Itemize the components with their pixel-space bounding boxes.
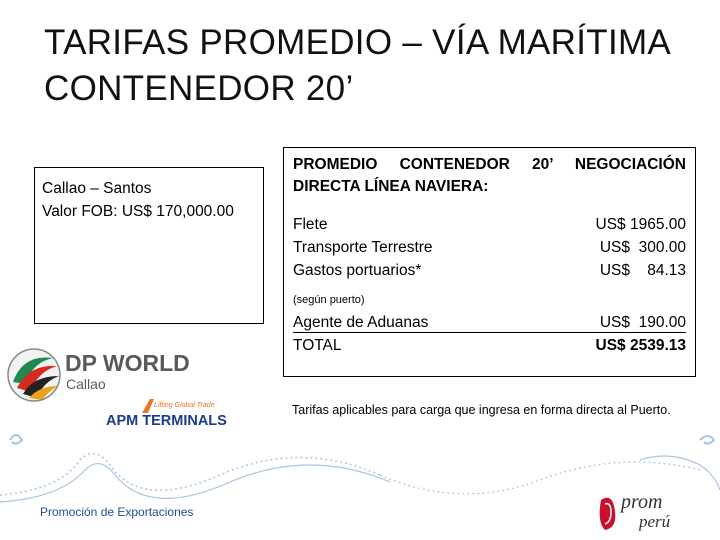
dp-world-sub: Callao bbox=[66, 376, 106, 392]
apm-terminals-logo: Lifting Global Trade APM TERMINALS bbox=[106, 399, 227, 429]
cost-value: US$ 190.00 bbox=[599, 314, 686, 331]
cost-label: Transporte Terrestre bbox=[293, 239, 433, 256]
cost-value: US$ 1965.00 bbox=[595, 216, 687, 233]
cost-box-header: PROMEDIO CONTENEDOR 20’ NEGOCIACIÓN DIRE… bbox=[293, 154, 686, 198]
cost-row-freight: Flete US$ 1965.00 bbox=[293, 213, 686, 236]
title-line-2: CONTENEDOR 20’ bbox=[44, 69, 354, 108]
apm-tagline: Lifting Global Trade bbox=[154, 402, 215, 409]
dp-world-logo: DP WORLD Callao bbox=[7, 348, 190, 402]
promperu-line-1: prom bbox=[619, 491, 662, 513]
cost-header-line-2: DIRECTA LÍNEA NAVIERA: bbox=[293, 178, 489, 195]
dp-world-name: DP WORLD bbox=[65, 350, 190, 376]
cost-label: Flete bbox=[293, 216, 328, 233]
title-line-1: TARIFAS PROMEDIO – VÍA MARÍTIMA bbox=[44, 23, 672, 62]
port-note: (según puerto) bbox=[293, 294, 365, 306]
cost-value: US$ 84.13 bbox=[599, 262, 686, 279]
cost-rows: Flete US$ 1965.00 Transporte Terrestre U… bbox=[293, 213, 686, 357]
dp-world-emblem-icon bbox=[7, 348, 61, 402]
decorative-wave-lines bbox=[0, 434, 720, 503]
cost-value: US$ 300.00 bbox=[599, 239, 686, 256]
apm-star-icon bbox=[142, 399, 154, 413]
slide-title: TARIFAS PROMEDIO – VÍA MARÍTIMA CONTENED… bbox=[44, 20, 671, 112]
apm-name: APM TERMINALS bbox=[106, 413, 227, 429]
cost-header-line-1: PROMEDIO CONTENEDOR 20’ NEGOCIACIÓN bbox=[293, 156, 686, 173]
promperu-line-2: perú bbox=[638, 512, 670, 531]
route-text: Callao – Santos bbox=[42, 180, 152, 197]
cost-label: Agente de Aduanas bbox=[293, 314, 429, 331]
fob-value-text: Valor FOB: US$ 170,000.00 bbox=[42, 203, 234, 220]
route-box: Callao – Santos Valor FOB: US$ 170,000.0… bbox=[34, 167, 264, 324]
rates-caption: Tarifas aplicables para carga que ingres… bbox=[292, 403, 671, 417]
total-label: TOTAL bbox=[293, 337, 342, 354]
cost-label: Gastos portuarios* bbox=[293, 262, 422, 279]
footer-export-promotion: Promoción de Exportaciones bbox=[40, 505, 194, 519]
cost-box: PROMEDIO CONTENEDOR 20’ NEGOCIACIÓN DIRE… bbox=[283, 147, 696, 377]
cost-row-customs-agent: Agente de Aduanas US$ 190.00 bbox=[293, 311, 686, 334]
promperu-spiral-icon bbox=[599, 497, 616, 530]
total-value: US$ 2539.13 bbox=[595, 337, 687, 354]
promperu-logo: prom perú bbox=[599, 491, 670, 531]
cost-row-total: TOTAL US$ 2539.13 bbox=[293, 334, 686, 357]
cost-row-land-transport: Transporte Terrestre US$ 300.00 bbox=[293, 236, 686, 259]
cost-row-port-fees: Gastos portuarios* US$ 84.13 bbox=[293, 259, 686, 282]
